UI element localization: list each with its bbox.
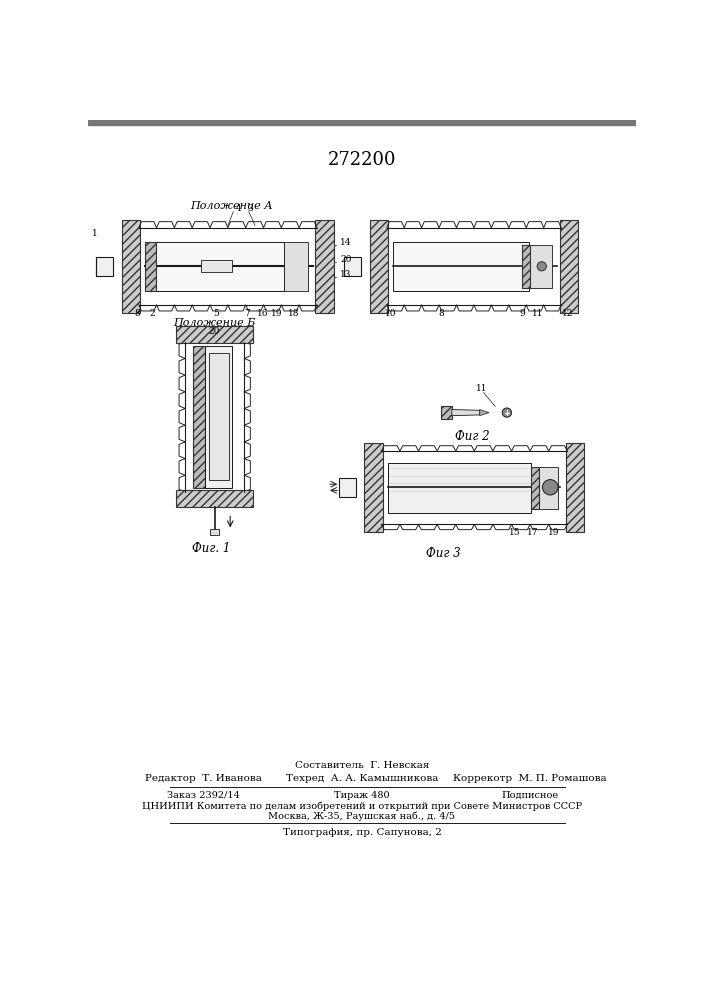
Text: Положение А: Положение А: [190, 201, 273, 211]
Bar: [315, 220, 334, 312]
Text: Заказ 2392/14: Заказ 2392/14: [167, 791, 240, 800]
Bar: [441, 406, 452, 419]
Text: 9: 9: [520, 309, 525, 318]
Text: 14: 14: [340, 238, 352, 247]
Text: 2: 2: [150, 309, 156, 318]
Bar: [522, 245, 530, 288]
Bar: [559, 220, 578, 312]
Circle shape: [502, 408, 512, 417]
Text: 8: 8: [438, 309, 444, 318]
Bar: [145, 242, 156, 291]
Text: 17: 17: [527, 528, 538, 537]
Text: 272200: 272200: [328, 151, 396, 169]
Bar: [339, 478, 356, 497]
Text: Техред  А. А. Камышникова: Техред А. А. Камышникова: [286, 774, 438, 783]
Text: 13: 13: [340, 270, 351, 279]
Text: 19: 19: [271, 309, 283, 318]
Text: Подписное: Подписное: [501, 791, 559, 800]
Text: Фиг 3: Фиг 3: [426, 547, 461, 560]
Text: 7: 7: [245, 309, 250, 318]
Bar: [176, 326, 253, 343]
Bar: [370, 220, 388, 312]
Text: 20: 20: [340, 255, 351, 264]
Bar: [531, 466, 558, 509]
Text: 15: 15: [509, 528, 520, 537]
Text: Положение Б: Положение Б: [173, 318, 255, 328]
Text: ЦНИИПИ Комитета по делам изобретений и открытий при Совете Министров СССР: ЦНИИПИ Комитета по делам изобретений и о…: [142, 801, 582, 811]
Bar: [193, 346, 206, 488]
Bar: [531, 466, 539, 509]
Bar: [209, 353, 228, 480]
Text: 20: 20: [209, 327, 220, 336]
Text: Редактор  Т. Иванова: Редактор Т. Иванова: [145, 774, 262, 783]
Text: 16: 16: [257, 309, 269, 318]
Bar: [176, 490, 253, 507]
Text: Коррекотр  М. П. Ромашова: Коррекотр М. П. Ромашова: [453, 774, 607, 783]
Text: Тираж 480: Тираж 480: [334, 791, 390, 800]
Bar: [522, 245, 552, 288]
Text: Типография, пр. Сапунова, 2: Типография, пр. Сапунова, 2: [283, 828, 441, 837]
Bar: [566, 443, 585, 532]
Text: 11: 11: [532, 309, 544, 318]
Circle shape: [537, 262, 547, 271]
Bar: [210, 529, 219, 535]
Text: 18: 18: [288, 309, 300, 318]
Text: 19: 19: [548, 528, 559, 537]
Polygon shape: [452, 410, 480, 416]
Text: Составитель  Г. Невская: Составитель Г. Невская: [295, 761, 429, 770]
Text: 10: 10: [385, 309, 397, 318]
Text: 3: 3: [247, 204, 253, 213]
Bar: [96, 257, 113, 276]
Bar: [393, 242, 529, 291]
Bar: [122, 220, 140, 312]
Bar: [201, 260, 232, 272]
Text: 12: 12: [561, 309, 573, 318]
Bar: [145, 242, 284, 291]
Text: 8: 8: [134, 309, 140, 318]
Text: 1: 1: [92, 229, 98, 237]
Text: 5: 5: [214, 309, 219, 318]
Bar: [284, 242, 308, 291]
Bar: [387, 463, 531, 513]
Bar: [364, 443, 383, 532]
Text: Москва, Ж-35, Раушская наб., д. 4/5: Москва, Ж-35, Раушская наб., д. 4/5: [269, 811, 455, 821]
Circle shape: [542, 480, 558, 495]
Text: Фиг 2: Фиг 2: [455, 430, 489, 443]
Text: Фиг. 1: Фиг. 1: [192, 542, 230, 555]
Text: 11: 11: [476, 384, 487, 393]
Bar: [88, 120, 636, 125]
Polygon shape: [480, 410, 489, 416]
Bar: [344, 257, 361, 276]
Bar: [206, 346, 232, 488]
Text: 4: 4: [235, 204, 241, 213]
